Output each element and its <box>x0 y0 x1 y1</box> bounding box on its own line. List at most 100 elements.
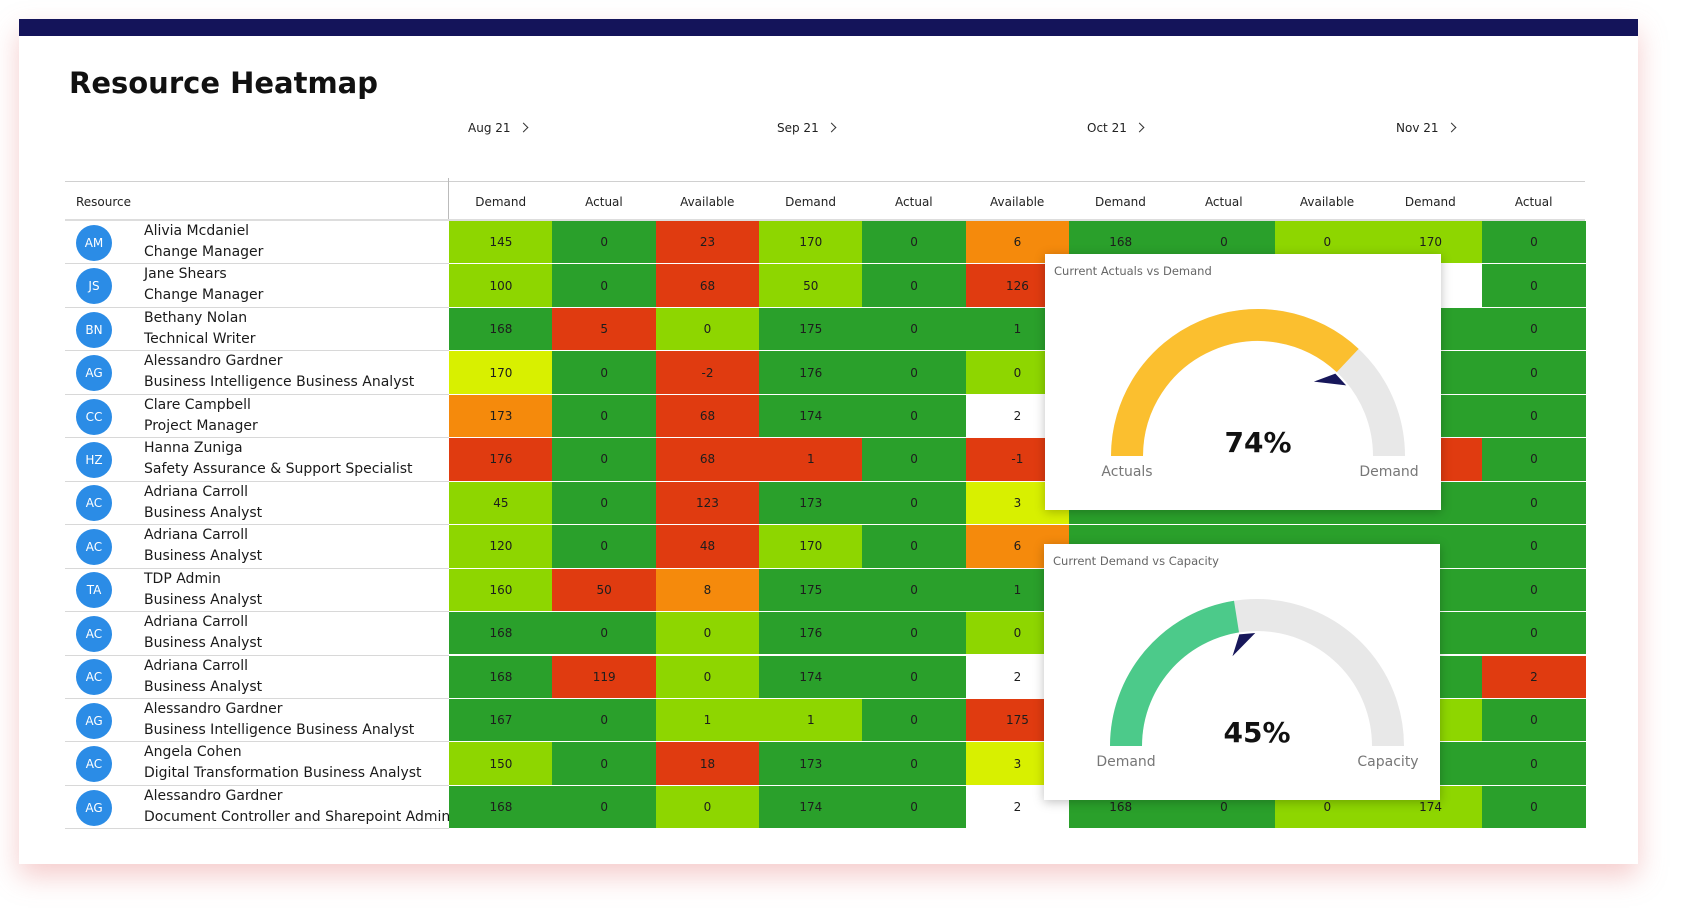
month-label[interactable]: Sep 21 <box>777 121 835 135</box>
heat-cell: 174 <box>758 655 863 699</box>
row-divider <box>65 567 449 569</box>
heat-cell: 0 <box>862 351 966 395</box>
heat-cell: 168 <box>449 612 553 656</box>
heat-cell: 0 <box>552 785 657 830</box>
column-header: Available <box>989 195 1045 209</box>
avatar: AG <box>76 702 112 739</box>
heat-cell: 176 <box>449 438 553 482</box>
column-header: Demand <box>475 195 527 209</box>
heat-cell: 120 <box>449 525 553 569</box>
resource-role: Safety Assurance & Support Specialist <box>144 461 413 478</box>
resource-role: Change Manager <box>144 287 264 304</box>
heat-cell: 0 <box>1482 438 1586 482</box>
heat-cell: 2 <box>1482 655 1586 699</box>
row-divider <box>65 654 449 656</box>
column-header: Demand <box>1404 195 1456 209</box>
heat-cell: 0 <box>552 525 657 569</box>
resource-name: Bethany Nolan <box>144 309 248 326</box>
heat-cell: 176 <box>758 612 863 656</box>
heat-cell: 1 <box>758 438 863 482</box>
avatar: AG <box>76 355 112 392</box>
resource-role: Business Analyst <box>144 678 263 695</box>
heat-cell: 0 <box>1482 742 1586 786</box>
heat-cell: 0 <box>1482 568 1586 613</box>
resource-role: Business Analyst <box>144 548 263 565</box>
resource-role: Change Manager <box>144 244 264 260</box>
row-divider <box>65 784 449 786</box>
resource-name: Clare Campbell <box>144 396 251 413</box>
resource-name: Adriana Carroll <box>144 614 249 631</box>
heat-cell: 0 <box>862 698 966 743</box>
gauge-max-label: Demand <box>1359 464 1418 480</box>
heat-cell: 45 <box>449 481 553 526</box>
resource-role: Digital Transformation Business Analyst <box>144 765 422 782</box>
heat-cell: 0 <box>862 438 966 482</box>
heat-cell: 50 <box>758 264 863 308</box>
heat-cell: 170 <box>449 351 553 395</box>
resource-role: Technical Writer <box>144 330 256 347</box>
heat-cell: 0 <box>1482 264 1586 308</box>
heat-cell: 160 <box>449 568 553 613</box>
row-divider <box>65 437 449 439</box>
month-label[interactable]: Oct 21 <box>1087 121 1143 135</box>
heat-cell: 174 <box>758 785 863 830</box>
avatar: AG <box>76 789 112 826</box>
avatar: AC <box>76 528 112 565</box>
top-bar <box>19 19 1638 36</box>
gauge-fill <box>1110 600 1240 747</box>
row-divider <box>65 611 449 613</box>
resource-name: TDP Admin <box>144 570 221 587</box>
resource-name: Angela Cohen <box>144 744 242 761</box>
avatar: AC <box>76 615 112 652</box>
gauge-value: 45% <box>1223 716 1290 749</box>
heat-cell: 0 <box>552 394 657 439</box>
row-divider <box>65 741 449 743</box>
resource-role: Business Intelligence Business Analyst <box>144 374 415 391</box>
avatar: AC <box>76 659 112 696</box>
heat-cell: 0 <box>862 394 966 439</box>
heat-cell: 0 <box>862 307 966 352</box>
heat-cell: 119 <box>552 655 657 699</box>
heat-cell: 168 <box>449 785 553 830</box>
heat-cell: 0 <box>1482 612 1586 656</box>
heat-cell: 0 <box>552 612 657 656</box>
column-header: Actual <box>1514 195 1553 209</box>
header-divider <box>448 178 449 220</box>
gauge-pointer <box>1313 373 1347 386</box>
heat-cell: 0 <box>862 221 966 265</box>
column-header: Demand <box>785 195 836 209</box>
resource-role: Business Analyst <box>144 635 263 652</box>
resource-role: Business Analyst <box>144 504 263 521</box>
resource-name: Hanna Zuniga <box>144 440 243 457</box>
month-label[interactable]: Aug 21 <box>468 121 527 135</box>
header-bottom-line <box>65 219 1585 221</box>
row-divider <box>65 306 449 308</box>
column-header: Actual <box>895 195 933 209</box>
month-label[interactable]: Nov 21 <box>1396 121 1455 135</box>
resource-role: Business Analyst <box>144 591 263 608</box>
heat-cell: 0 <box>552 264 657 308</box>
avatar: HZ <box>76 441 112 478</box>
row-divider <box>65 828 449 830</box>
avatar: JS <box>76 268 112 305</box>
heat-cell: 168 <box>449 655 553 699</box>
heat-cell: 0 <box>552 698 657 743</box>
column-header: Available <box>680 195 735 209</box>
gauge: 74% Actuals Demand <box>1101 309 1419 480</box>
heat-cell: 0 <box>552 438 657 482</box>
gauge-fill <box>1111 309 1359 457</box>
heat-cell: 0 <box>552 742 657 786</box>
heat-cell: 0 <box>1482 221 1586 265</box>
heat-cell: 0 <box>1482 307 1586 352</box>
resource-name: Adriana Carroll <box>144 483 249 500</box>
heat-cell: 0 <box>862 568 966 613</box>
gauge-pointer <box>1232 633 1256 657</box>
avatar: TA <box>76 572 112 609</box>
resource-name: Jane Shears <box>144 266 227 283</box>
heat-cell: 0 <box>862 785 966 830</box>
avatar: CC <box>76 398 112 435</box>
row-divider <box>65 697 449 699</box>
column-header: Demand <box>1095 195 1146 209</box>
heat-cell: 1 <box>655 698 760 743</box>
header-top-line <box>65 181 1585 182</box>
